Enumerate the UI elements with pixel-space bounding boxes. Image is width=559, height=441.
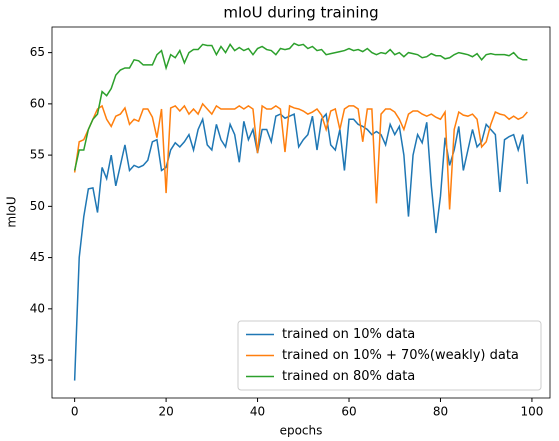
x-tick-label: 100 bbox=[520, 405, 543, 419]
y-tick-label: 40 bbox=[30, 301, 45, 315]
y-tick-label: 35 bbox=[30, 353, 45, 367]
legend-label: trained on 10% data bbox=[282, 327, 415, 342]
x-tick-label: 60 bbox=[341, 405, 356, 419]
series-line bbox=[73, 102, 528, 210]
x-tick-label: 0 bbox=[71, 405, 79, 419]
y-tick-label: 55 bbox=[30, 148, 45, 162]
x-tick-label: 80 bbox=[433, 405, 448, 419]
y-axis-label: mIoU bbox=[5, 196, 19, 227]
chart-title: mIoU during training bbox=[223, 4, 378, 22]
legend-box bbox=[237, 320, 542, 391]
x-tick-label: 40 bbox=[250, 405, 265, 419]
series-line bbox=[73, 42, 528, 171]
y-tick-label: 60 bbox=[30, 96, 45, 110]
x-tick-label: 20 bbox=[158, 405, 173, 419]
y-tick-label: 45 bbox=[30, 250, 45, 264]
x-axis-label: epochs bbox=[280, 424, 323, 438]
y-tick-label: 50 bbox=[30, 199, 45, 213]
plot-frame bbox=[51, 26, 551, 399]
y-tick-label: 65 bbox=[30, 45, 45, 59]
legend-label: trained on 80% data bbox=[282, 369, 415, 384]
legend-label: trained on 10% + 70%(weakly) data bbox=[282, 348, 519, 363]
